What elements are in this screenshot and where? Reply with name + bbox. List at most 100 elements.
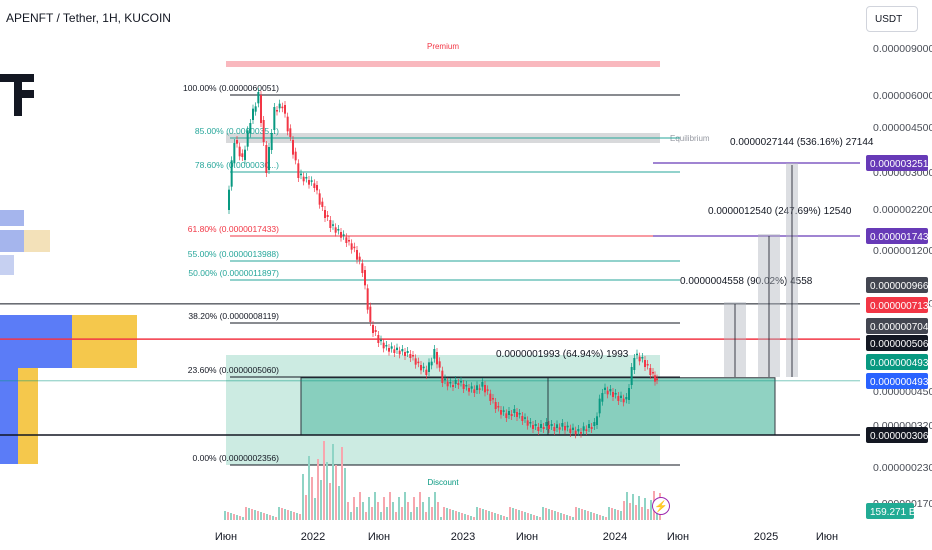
candle: [334, 227, 337, 233]
candle: [556, 424, 558, 428]
volume-bar: [248, 508, 250, 520]
candle: [494, 402, 497, 409]
volume-bar: [296, 513, 298, 520]
candle: [620, 395, 622, 398]
volume-bar: [473, 517, 475, 520]
candle: [324, 210, 326, 218]
candle: [428, 362, 430, 372]
volume-bar: [569, 516, 571, 520]
candle: [265, 145, 268, 173]
volume-bar: [527, 513, 529, 520]
fib-level-label: 100.00% (0.0000060051): [183, 83, 279, 93]
volume-bar: [494, 513, 496, 520]
volume-bar: [617, 510, 619, 520]
volume-bar: [596, 514, 598, 520]
volume-bar: [389, 492, 391, 520]
volume-bar: [485, 510, 487, 520]
candle: [601, 393, 604, 402]
candle: [636, 353, 638, 356]
candle: [532, 425, 534, 429]
volume-bar: [329, 483, 331, 520]
volume-profile-bar: [0, 255, 14, 275]
volume-bar: [272, 516, 274, 520]
candle: [316, 185, 318, 191]
candle: [262, 120, 265, 142]
volume-bar: [623, 501, 625, 520]
candle: [310, 180, 313, 182]
volume-bar: [308, 456, 310, 520]
chart-title: APENFT / Tether, 1H, KUCOIN: [6, 11, 171, 25]
candle: [510, 414, 513, 416]
volume-bar: [572, 517, 574, 520]
candle: [454, 380, 457, 384]
price-tag: [866, 335, 928, 351]
volume-bar: [500, 515, 502, 520]
volume-bar: [341, 447, 343, 520]
candle: [340, 232, 342, 238]
volume-bar: [539, 517, 541, 520]
candle: [481, 382, 484, 387]
candle: [406, 351, 409, 353]
candle: [508, 411, 510, 415]
volume-bar: [497, 514, 499, 520]
candle: [278, 103, 281, 109]
candle: [233, 143, 236, 164]
candle: [625, 397, 628, 400]
volume-bar: [395, 512, 397, 520]
price-tag-label: 0.0000004930: [870, 358, 932, 369]
candle: [433, 349, 436, 359]
bolt-icon[interactable]: ⚡: [652, 497, 670, 515]
currency-button[interactable]: USDT: [866, 6, 918, 32]
candle: [497, 406, 500, 408]
volume-bar: [230, 513, 232, 520]
volume-bar: [416, 507, 418, 520]
volume-bar: [506, 517, 508, 520]
candle: [241, 153, 244, 157]
candle: [380, 339, 382, 342]
price-tag: [866, 503, 914, 519]
price-tag: [866, 427, 928, 443]
volume-bar: [551, 510, 553, 520]
volume-bar: [587, 511, 589, 520]
candle: [534, 424, 537, 426]
volume-bar: [647, 509, 649, 520]
volume-bar: [344, 468, 346, 520]
volume-bar: [467, 515, 469, 520]
price-tag-label: 0.0000017437: [870, 232, 932, 243]
candle: [366, 288, 369, 310]
candle: [656, 378, 658, 381]
candle: [473, 389, 476, 393]
candle: [593, 422, 596, 426]
volume-bar: [263, 513, 265, 520]
volume-bar: [251, 509, 253, 520]
volume-profile-bar: [0, 368, 18, 436]
candle: [372, 325, 374, 333]
candle: [561, 423, 564, 427]
price-tag: [866, 297, 928, 313]
volume-bar: [602, 516, 604, 520]
candle: [374, 330, 377, 332]
candle: [553, 427, 556, 431]
candle: [404, 352, 406, 356]
candle: [548, 425, 550, 429]
fib-level-label: 85.00% (0.0000035...): [195, 126, 279, 136]
candle: [452, 385, 454, 387]
candle: [652, 372, 654, 374]
candle: [393, 349, 396, 353]
candle: [489, 393, 492, 401]
candle: [502, 410, 505, 412]
volume-bar: [368, 497, 370, 520]
fib-level-label: 0.00% (0.0000002356): [193, 453, 280, 463]
volume-bar: [521, 511, 523, 520]
candle: [449, 382, 452, 384]
candle: [364, 270, 366, 286]
candle: [244, 149, 246, 160]
price-tag-label: 0.0000003069: [870, 431, 932, 442]
candle: [302, 176, 305, 182]
candle: [516, 412, 518, 417]
volume-bar: [224, 511, 226, 520]
candle: [412, 355, 414, 357]
candle: [430, 361, 433, 366]
